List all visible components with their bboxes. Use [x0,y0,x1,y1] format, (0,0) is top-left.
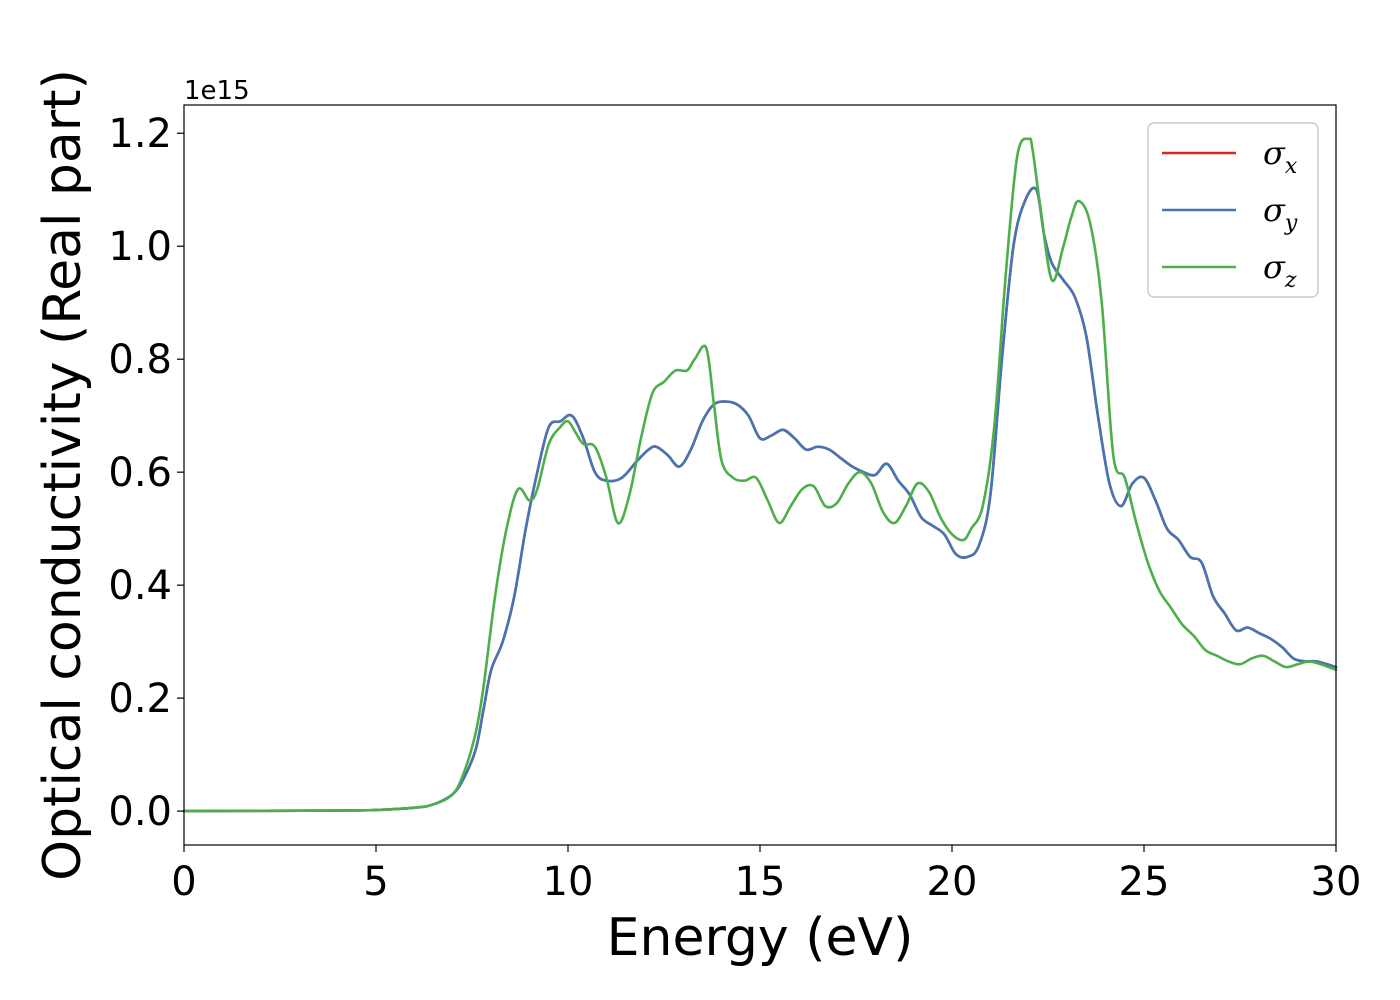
legend-subscript: x [1285,154,1298,179]
series-layer [182,137,1338,813]
y-offset-label: 1e15 [184,76,250,106]
legend-label-y: σy [1263,191,1298,236]
x-tick-label: 25 [1119,859,1170,905]
legend-symbol: σ [1263,134,1286,172]
legend-subscript: z [1284,268,1297,293]
legend-label-x: σx [1263,134,1298,179]
x-tick-label: 5 [363,859,388,905]
x-tick-label: 15 [735,859,786,905]
legend-symbol: σ [1263,248,1286,286]
legend-label-z: σz [1263,248,1297,293]
y-axis: 0.0 0.2 0.4 0.6 0.8 1.0 1.2 [108,111,184,835]
y-tick-label: 0.4 [108,563,172,609]
y-tick-label: 0.6 [108,450,172,496]
series-line-y [182,186,1338,813]
y-tick-label: 0.2 [108,676,172,722]
x-tick-label: 10 [543,859,594,905]
legend-symbol: σ [1263,191,1286,229]
series-line-z [182,137,1338,813]
x-tick-label: 30 [1311,859,1362,905]
legend-subscript: y [1284,211,1298,236]
x-axis: 0 5 10 15 20 25 30 [171,845,1361,905]
y-tick-label: 0.8 [108,337,172,383]
y-tick-label: 1.2 [108,111,172,157]
y-axis-label: Optical conductivity (Real part) [33,69,93,881]
y-tick-label: 1.0 [108,224,172,270]
x-axis-label: Energy (eV) [607,908,914,968]
plot-area [184,105,1336,845]
y-tick-label: 0.0 [108,789,172,835]
x-tick-label: 0 [171,859,196,905]
x-tick-label: 20 [927,859,978,905]
